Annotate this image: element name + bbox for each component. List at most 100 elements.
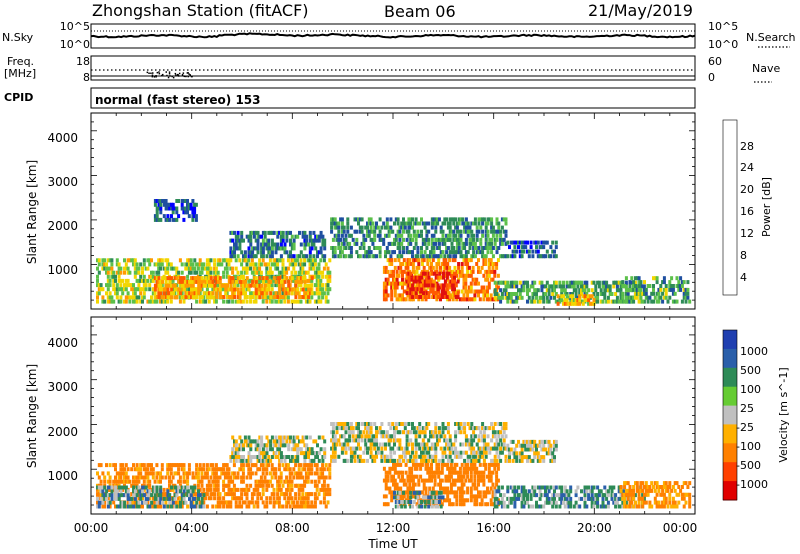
heatmap-cell xyxy=(594,284,598,289)
heatmap-cell xyxy=(648,295,652,300)
heatmap-cell xyxy=(139,278,143,283)
heatmap-cell xyxy=(278,246,282,251)
heatmap-cell xyxy=(274,291,278,296)
heatmap-cell xyxy=(504,292,508,296)
heatmap-cell xyxy=(389,458,393,463)
heatmap-cell xyxy=(135,266,139,271)
heatmap-cell xyxy=(222,496,226,501)
heatmap-cell xyxy=(166,299,170,304)
heatmap-cell xyxy=(238,458,242,463)
heatmap-cell xyxy=(274,242,278,247)
heatmap-cell xyxy=(193,485,197,490)
heatmap-cell xyxy=(218,262,222,267)
heatmap-cell xyxy=(241,299,245,304)
heatmap-cell xyxy=(513,280,517,285)
heatmap-cell xyxy=(283,266,287,271)
heatmap-cell xyxy=(121,471,125,476)
heatmap-cell xyxy=(402,490,405,495)
heatmap-cell xyxy=(182,489,186,494)
heatmap-cell xyxy=(634,287,637,292)
heatmap-cell xyxy=(274,443,278,448)
heatmap-cell xyxy=(144,266,148,271)
heatmap-cell xyxy=(536,288,540,293)
heatmap-cell xyxy=(360,229,364,234)
heatmap-cell xyxy=(385,434,389,439)
heatmap-cell xyxy=(301,504,305,509)
heatmap-cell xyxy=(281,455,285,459)
heatmap-cell xyxy=(208,283,211,288)
heatmap-cell xyxy=(448,498,452,503)
heatmap-cell xyxy=(115,479,119,484)
heatmap-cell xyxy=(451,289,455,294)
heatmap-cell xyxy=(229,246,233,251)
heatmap-cell xyxy=(96,258,99,263)
heatmap-cell xyxy=(495,262,499,266)
heatmap-cell xyxy=(162,496,166,501)
heatmap-cell xyxy=(218,467,222,472)
heatmap-cell xyxy=(653,295,657,300)
heatmap-cell xyxy=(133,291,137,296)
heatmap-cell xyxy=(258,283,262,288)
heatmap-cell xyxy=(619,280,623,285)
heatmap-cell xyxy=(420,458,423,463)
heatmap-cell xyxy=(393,281,397,286)
heatmap-cell xyxy=(139,463,143,468)
heatmap-cell xyxy=(169,262,173,267)
heatmap-cell xyxy=(670,287,674,292)
nave-dip-point xyxy=(146,71,149,74)
heatmap-cell xyxy=(245,439,249,444)
heatmap-cell xyxy=(182,299,186,304)
heatmap-cell xyxy=(106,493,110,498)
heatmap-cell xyxy=(261,451,265,456)
heatmap-cell xyxy=(294,435,298,440)
heatmap-cell xyxy=(142,500,146,505)
heatmap-cell xyxy=(453,478,457,483)
heatmap-cell xyxy=(427,254,431,259)
heatmap-cell xyxy=(407,275,411,280)
heatmap-cell xyxy=(414,442,418,447)
heatmap-cell xyxy=(278,283,282,288)
heatmap-cell xyxy=(170,283,174,288)
heatmap-cell xyxy=(157,206,161,211)
heatmap-cell xyxy=(554,254,558,259)
heatmap-cell xyxy=(96,500,99,505)
heatmap-cell xyxy=(408,262,412,266)
heatmap-cell xyxy=(425,495,429,500)
heatmap-cell xyxy=(328,475,332,480)
heatmap-cell xyxy=(200,496,204,501)
heatmap-cell xyxy=(442,287,445,292)
heatmap-cell xyxy=(444,490,448,495)
heatmap-cell xyxy=(418,221,422,226)
heatmap-cell xyxy=(422,279,425,284)
heatmap-cell xyxy=(425,291,429,296)
heatmap-cell xyxy=(348,246,352,250)
heatmap-cell xyxy=(171,475,175,480)
heatmap-cell xyxy=(321,483,325,488)
heatmap-cell xyxy=(243,258,247,263)
heatmap-cell xyxy=(321,455,325,459)
heatmap-cell xyxy=(500,237,504,242)
heatmap-cell xyxy=(493,273,497,278)
heatmap-cell xyxy=(171,496,175,501)
heatmap-cell xyxy=(245,475,249,480)
heatmap-cell xyxy=(411,442,414,447)
heatmap-cell xyxy=(635,295,639,300)
heatmap-cell xyxy=(634,276,637,281)
heatmap-cell xyxy=(267,287,271,292)
heatmap-cell xyxy=(294,447,298,452)
heatmap-cell xyxy=(508,245,511,250)
heatmap-cell xyxy=(449,295,453,299)
heatmap-cell xyxy=(101,262,105,267)
heatmap-cell xyxy=(469,466,473,471)
heatmap-cell xyxy=(344,430,348,435)
heatmap-cell xyxy=(168,206,172,211)
heatmap-cell xyxy=(331,430,335,435)
heatmap-cell xyxy=(396,500,400,504)
heatmap-cell xyxy=(233,242,236,247)
heatmap-cell xyxy=(491,225,495,230)
heatmap-cell xyxy=(124,471,128,476)
heatmap-cell xyxy=(211,291,215,296)
heatmap-cell xyxy=(99,500,103,505)
heatmap-cell xyxy=(397,281,401,286)
heatmap-cell xyxy=(260,439,264,444)
